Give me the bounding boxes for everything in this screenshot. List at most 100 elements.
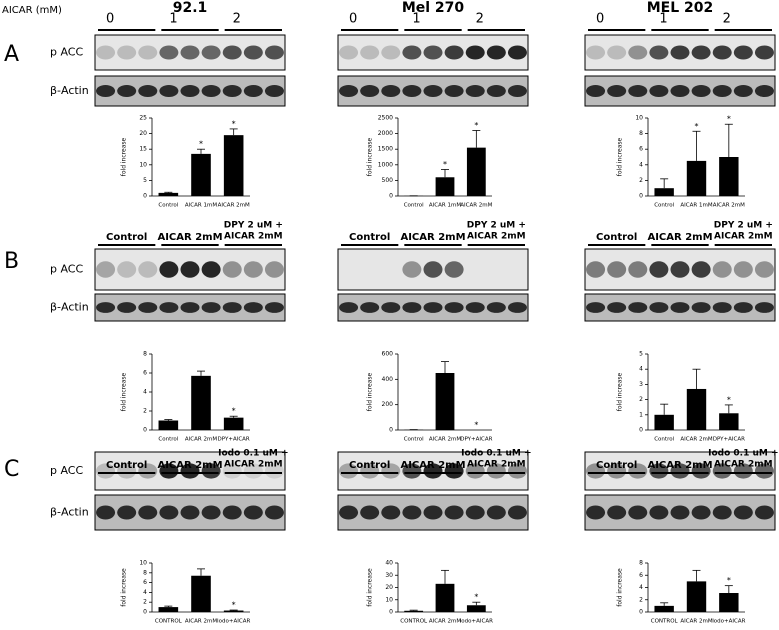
- bar: [654, 188, 674, 196]
- band: [222, 45, 242, 60]
- band: [423, 505, 443, 520]
- band: [507, 85, 527, 97]
- band: [423, 45, 443, 60]
- band: [649, 85, 669, 97]
- y-tick-label: 0: [143, 427, 147, 434]
- y-tick-label: 1500: [378, 146, 393, 153]
- band: [607, 85, 627, 97]
- band: [586, 261, 606, 278]
- band: [201, 463, 221, 479]
- blot-label: β-Actin: [50, 84, 89, 97]
- y-axis-label: fold increase: [367, 137, 374, 176]
- band: [733, 463, 753, 479]
- band: [507, 302, 527, 313]
- band: [649, 302, 669, 313]
- group-label: AICAR 2mM: [224, 232, 283, 242]
- band: [691, 463, 711, 479]
- x-tick-label: Control: [404, 437, 424, 443]
- bar: [466, 147, 486, 196]
- band: [222, 302, 242, 313]
- bar: [654, 605, 674, 612]
- band: [754, 463, 774, 479]
- band: [607, 45, 627, 60]
- significance: *: [232, 601, 236, 610]
- group-label: Control: [596, 232, 637, 243]
- x-tick-label: DPY+AICAR: [713, 437, 745, 443]
- group-label: AICAR 2mM: [224, 460, 283, 470]
- band: [117, 45, 137, 60]
- y-tick-label: 10: [635, 115, 643, 122]
- band: [222, 261, 242, 278]
- bar: [223, 135, 244, 196]
- band: [138, 463, 158, 479]
- group-label: Iodo 0.1 uM +: [218, 449, 288, 459]
- bar: [158, 420, 179, 430]
- band: [159, 505, 179, 520]
- y-tick-label: 10: [139, 161, 147, 168]
- band: [733, 302, 753, 313]
- band: [628, 45, 648, 60]
- group-label: Iodo 0.1 uM +: [461, 449, 531, 459]
- dose-label: 1: [412, 12, 420, 27]
- x-tick-label: Iodo+AICAR: [712, 619, 745, 625]
- band: [507, 505, 527, 520]
- x-tick-label: AICAR 2mM: [713, 203, 745, 209]
- y-tick-label: 6: [143, 370, 147, 377]
- group-label: DPY 2 uM +: [467, 221, 526, 231]
- band: [402, 302, 422, 313]
- band: [138, 45, 158, 60]
- band: [339, 45, 359, 60]
- y-tick-label: 0: [143, 609, 147, 616]
- bar: [435, 373, 455, 430]
- band: [159, 45, 179, 60]
- x-tick-label: AICAR 1mM: [429, 203, 461, 209]
- band: [649, 45, 669, 60]
- y-axis-label: fold increase: [617, 372, 624, 411]
- band: [423, 302, 443, 313]
- x-tick-label: Control: [654, 203, 674, 209]
- band: [691, 505, 711, 520]
- dose-label: 1: [169, 12, 177, 27]
- bar: [719, 413, 739, 430]
- y-tick-label: 2500: [378, 115, 393, 122]
- bar: [435, 583, 455, 612]
- band: [607, 302, 627, 313]
- band: [96, 302, 116, 313]
- y-axis-label: fold increase: [367, 568, 374, 607]
- bar: [719, 593, 739, 612]
- band: [444, 45, 464, 60]
- band: [754, 302, 774, 313]
- band: [264, 45, 284, 60]
- y-tick-label: 4: [143, 589, 147, 596]
- band: [691, 85, 711, 97]
- y-tick-label: 30: [385, 572, 393, 579]
- band: [607, 505, 627, 520]
- band: [586, 463, 606, 479]
- band: [423, 85, 443, 97]
- dose-axis-label: AICAR (mM): [2, 5, 62, 16]
- group-label: AICAR 2mM: [467, 232, 526, 242]
- y-tick-label: 400: [382, 376, 394, 383]
- band: [691, 45, 711, 60]
- band: [507, 45, 527, 60]
- cell-line: MEL 202: [647, 0, 714, 16]
- group-label: Control: [349, 460, 390, 471]
- y-tick-label: 0: [389, 427, 393, 434]
- y-tick-label: 8: [639, 130, 643, 137]
- band: [159, 463, 179, 479]
- y-tick-label: 0: [639, 193, 643, 200]
- x-tick-label: Control: [158, 437, 178, 443]
- bar: [191, 375, 211, 430]
- group-label: AICAR 2mM: [157, 460, 222, 471]
- band: [264, 463, 284, 479]
- x-tick-label: AICAR 2mM: [185, 437, 217, 443]
- band: [402, 45, 422, 60]
- band: [754, 45, 774, 60]
- bar: [466, 605, 486, 612]
- band: [138, 302, 158, 313]
- y-tick-label: 2: [639, 177, 643, 184]
- x-tick-label: AICAR 2mM: [460, 203, 492, 209]
- group-label: AICAR 2mM: [647, 460, 712, 471]
- band: [444, 261, 464, 278]
